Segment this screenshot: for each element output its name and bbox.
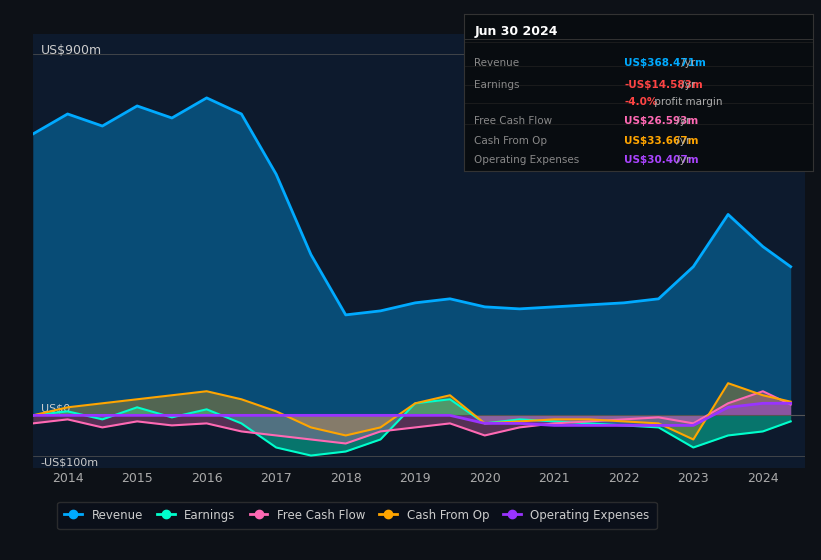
Text: profit margin: profit margin — [650, 97, 722, 107]
Text: /yr: /yr — [673, 116, 690, 126]
Legend: Revenue, Earnings, Free Cash Flow, Cash From Op, Operating Expenses: Revenue, Earnings, Free Cash Flow, Cash … — [57, 502, 657, 529]
Text: US$30.407m: US$30.407m — [624, 155, 699, 165]
Text: US$26.593m: US$26.593m — [624, 116, 699, 126]
Text: Earnings: Earnings — [475, 80, 520, 90]
Text: -US$14.583m: -US$14.583m — [624, 80, 703, 90]
Text: /yr: /yr — [673, 136, 690, 146]
Text: /yr: /yr — [678, 58, 695, 68]
Text: /yr: /yr — [673, 155, 690, 165]
Text: Operating Expenses: Operating Expenses — [475, 155, 580, 165]
Text: Free Cash Flow: Free Cash Flow — [475, 116, 553, 126]
Text: -US$100m: -US$100m — [40, 458, 99, 468]
Text: Jun 30 2024: Jun 30 2024 — [475, 25, 557, 38]
Text: US$368.471m: US$368.471m — [624, 58, 706, 68]
Text: Cash From Op: Cash From Op — [475, 136, 548, 146]
Text: /yr: /yr — [678, 80, 695, 90]
Text: US$900m: US$900m — [40, 44, 102, 58]
Text: US$33.667m: US$33.667m — [624, 136, 699, 146]
Text: Revenue: Revenue — [475, 58, 520, 68]
Text: US$0: US$0 — [40, 403, 70, 413]
Text: -4.0%: -4.0% — [624, 97, 658, 107]
